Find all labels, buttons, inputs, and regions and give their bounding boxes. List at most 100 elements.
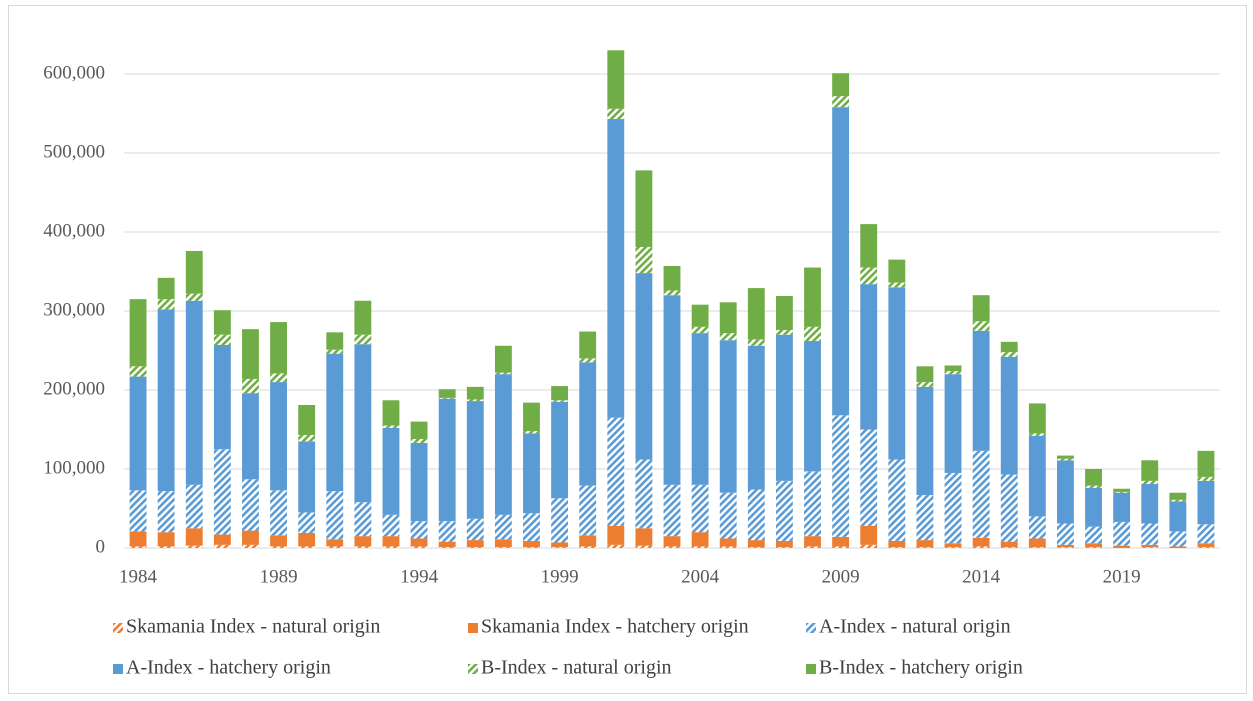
bar-segment xyxy=(157,309,175,492)
bar-segment xyxy=(860,267,878,285)
bar-segment xyxy=(494,539,512,548)
bar-segment xyxy=(775,480,793,541)
bar-segment xyxy=(157,491,175,533)
bar-segment xyxy=(551,547,569,548)
bar-segment xyxy=(354,536,372,547)
bar-segment xyxy=(804,267,821,327)
bar-segment xyxy=(691,546,709,548)
bar-segment xyxy=(551,498,569,543)
bar-segment xyxy=(916,366,934,383)
bar-segment xyxy=(242,378,259,394)
bar-segment xyxy=(635,170,653,248)
bar-segment xyxy=(438,398,456,522)
bar-segment xyxy=(1000,541,1018,548)
bar-segment xyxy=(1085,547,1102,548)
bar-segment xyxy=(242,530,259,545)
bar-segment xyxy=(832,73,850,97)
bar-segment xyxy=(1169,492,1187,500)
bar-segment xyxy=(1113,521,1131,546)
bar-segment xyxy=(972,450,990,538)
bar-segment xyxy=(1169,531,1187,547)
legend-label: A-Index - hatchery origin xyxy=(126,657,331,679)
y-tick-label: 600,000 xyxy=(43,62,105,83)
legend-label: B-Index - natural origin xyxy=(481,657,672,679)
bar-segment xyxy=(270,490,287,536)
bar-segment xyxy=(354,546,372,548)
bar-segment xyxy=(1085,526,1102,544)
bar-segment xyxy=(213,544,231,548)
legend-swatch xyxy=(468,623,478,633)
bar-segment xyxy=(185,250,203,294)
bar-segment xyxy=(635,459,653,529)
bar-segment xyxy=(916,547,934,548)
bar-segment xyxy=(1028,433,1046,436)
bar-segment xyxy=(410,421,428,439)
bar-segment xyxy=(944,371,962,375)
bar-segment xyxy=(775,547,793,548)
bar-segment xyxy=(1000,474,1018,542)
bar-segment xyxy=(129,490,147,532)
bar-segment xyxy=(1000,356,1018,475)
bar-segment xyxy=(410,538,428,547)
bar-segment xyxy=(1113,545,1131,548)
bar-segment xyxy=(1141,523,1159,545)
legend-label: A-Index - natural origin xyxy=(819,616,1011,638)
bar-segment xyxy=(298,441,316,513)
bar-segment xyxy=(438,541,456,548)
bar-segment xyxy=(466,401,484,519)
bar-segment xyxy=(1113,492,1131,522)
bar-segment xyxy=(354,344,372,503)
bar-segment xyxy=(185,528,203,546)
bar-segment xyxy=(494,514,512,540)
bar-segment xyxy=(1057,455,1074,459)
bar-segment xyxy=(579,485,597,536)
legend-swatch xyxy=(806,623,816,633)
legend-swatch xyxy=(113,664,123,674)
bar-segment xyxy=(944,374,962,473)
bar-segment xyxy=(1141,480,1159,485)
bar-segment xyxy=(1141,547,1159,548)
bar-segment xyxy=(185,293,203,301)
bar-segment xyxy=(579,331,597,359)
bar-segment xyxy=(1085,543,1102,548)
bar-segment xyxy=(1057,544,1074,548)
bar-segment xyxy=(523,547,540,548)
bar-segment xyxy=(860,429,878,526)
bar-segment xyxy=(916,540,934,548)
bar-segment xyxy=(1169,499,1187,502)
bar-segment xyxy=(663,295,681,485)
bar-segment xyxy=(1028,538,1046,548)
bar-segment xyxy=(860,284,878,430)
bar-segment xyxy=(719,492,737,539)
bar-segment xyxy=(916,495,934,541)
bar-segment xyxy=(326,353,344,492)
y-tick-label: 400,000 xyxy=(43,220,105,241)
bar-segment xyxy=(326,491,344,540)
bar-segment xyxy=(832,107,850,416)
bar-segment xyxy=(242,329,259,379)
y-tick-label: 100,000 xyxy=(43,457,105,478)
bar-segment xyxy=(298,546,316,548)
bar-segment xyxy=(944,472,962,544)
bar-segment xyxy=(1028,403,1046,434)
bar-segment xyxy=(663,546,681,548)
bar-segment xyxy=(494,547,512,548)
bar-segment xyxy=(466,386,484,400)
bar-segment xyxy=(213,534,231,545)
bar-segment xyxy=(579,362,597,486)
bar-segment xyxy=(691,326,709,334)
legend-swatch xyxy=(468,664,478,674)
bar-segment xyxy=(944,543,962,548)
bar-segment xyxy=(129,531,147,547)
bar-segment xyxy=(691,484,709,533)
bar-segment xyxy=(129,366,147,377)
bar-segment xyxy=(944,547,962,548)
bar-segment xyxy=(466,399,484,402)
bar-segment xyxy=(298,512,316,533)
x-tick-label: 2014 xyxy=(962,566,1001,587)
bar-segment xyxy=(494,345,512,373)
bar-segment xyxy=(382,425,400,428)
bar-segment xyxy=(691,532,709,547)
y-tick-label: 0 xyxy=(96,536,106,557)
bar-segment xyxy=(270,382,287,491)
